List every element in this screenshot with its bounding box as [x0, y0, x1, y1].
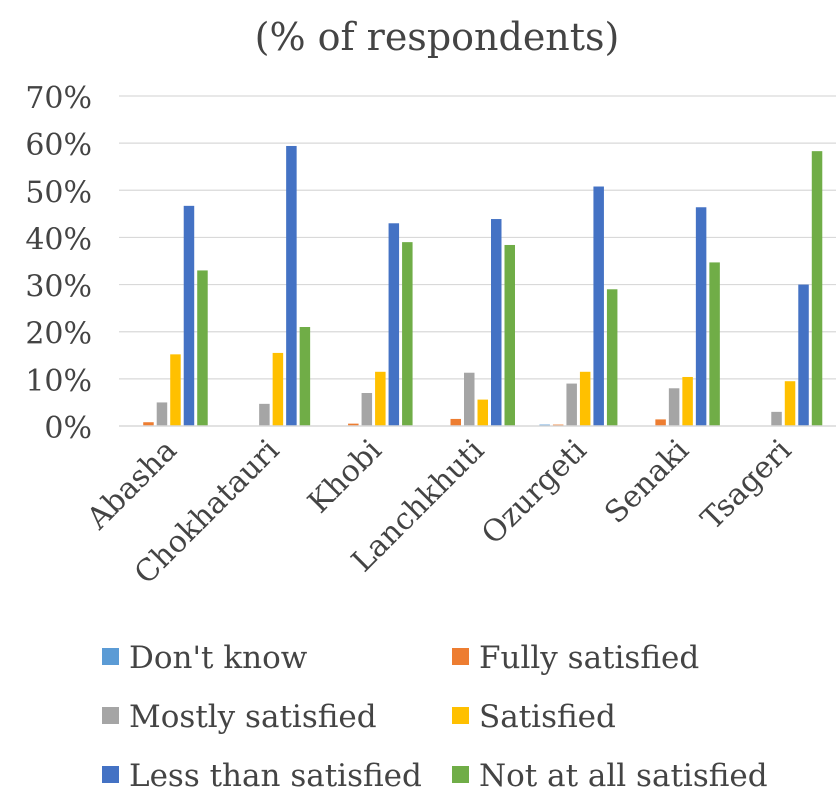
x-tick-label: Khobi — [301, 433, 388, 520]
legend-swatch — [452, 648, 469, 665]
y-axis-ticks: 0% 10% 20% 30% 40% 50% 60% 70% — [25, 81, 92, 446]
y-tick-label: 40% — [25, 222, 92, 257]
bar — [668, 388, 680, 426]
y-tick-label: 50% — [25, 175, 92, 210]
legend: Don't know Fully satisfied Mostly satisfie… — [102, 640, 768, 794]
bar — [606, 289, 618, 426]
bar — [286, 145, 297, 426]
x-tick-label: Abasha — [80, 433, 184, 537]
bar — [491, 219, 502, 426]
gridlines — [119, 95, 836, 380]
bar — [504, 244, 515, 426]
bar — [348, 423, 359, 426]
legend-label: Less than satisfied — [129, 758, 422, 794]
y-tick-label: 70% — [25, 81, 92, 116]
bar — [402, 242, 413, 426]
bar — [450, 418, 461, 426]
bar — [771, 411, 782, 426]
bars — [143, 145, 823, 426]
bar — [299, 327, 311, 426]
y-tick-label: 30% — [25, 270, 92, 305]
bar — [709, 262, 720, 426]
bar — [143, 422, 154, 426]
bar — [682, 376, 693, 426]
bar — [798, 284, 809, 426]
bar — [170, 354, 181, 426]
legend-swatch — [102, 707, 119, 724]
y-tick-label: 10% — [25, 364, 92, 399]
x-tick-label: Ozurgeti — [475, 433, 594, 552]
legend-swatch — [102, 648, 119, 665]
y-tick-label: 20% — [25, 317, 92, 352]
legend-label: Not at all satisfied — [479, 758, 768, 794]
bar — [784, 381, 796, 426]
bar — [695, 207, 707, 426]
chart-title: (% of respondents) — [255, 15, 620, 59]
legend-swatch — [452, 766, 469, 783]
legend-swatch — [102, 766, 119, 783]
legend-swatch — [452, 707, 469, 724]
legend-label: Mostly satisfied — [129, 699, 377, 735]
bar — [593, 186, 604, 426]
bar — [259, 403, 270, 426]
bar — [375, 371, 386, 426]
bar — [811, 151, 823, 426]
bar — [197, 270, 208, 426]
legend-label: Don't know — [129, 640, 308, 676]
legend-label: Fully satisfied — [479, 640, 699, 676]
bar — [183, 205, 195, 426]
y-tick-label: 0% — [44, 411, 92, 446]
bar — [655, 419, 666, 426]
bar — [579, 371, 591, 426]
x-tick-label: Tsageri — [694, 433, 798, 537]
y-tick-label: 60% — [25, 128, 92, 163]
bar — [566, 383, 577, 426]
bar — [361, 393, 373, 426]
bar — [477, 399, 488, 426]
x-tick-label: Senaki — [598, 433, 696, 531]
bar — [272, 352, 284, 426]
bar — [156, 402, 168, 426]
bar — [388, 223, 400, 426]
legend-label: Satisfied — [479, 699, 616, 735]
bar — [464, 372, 475, 426]
